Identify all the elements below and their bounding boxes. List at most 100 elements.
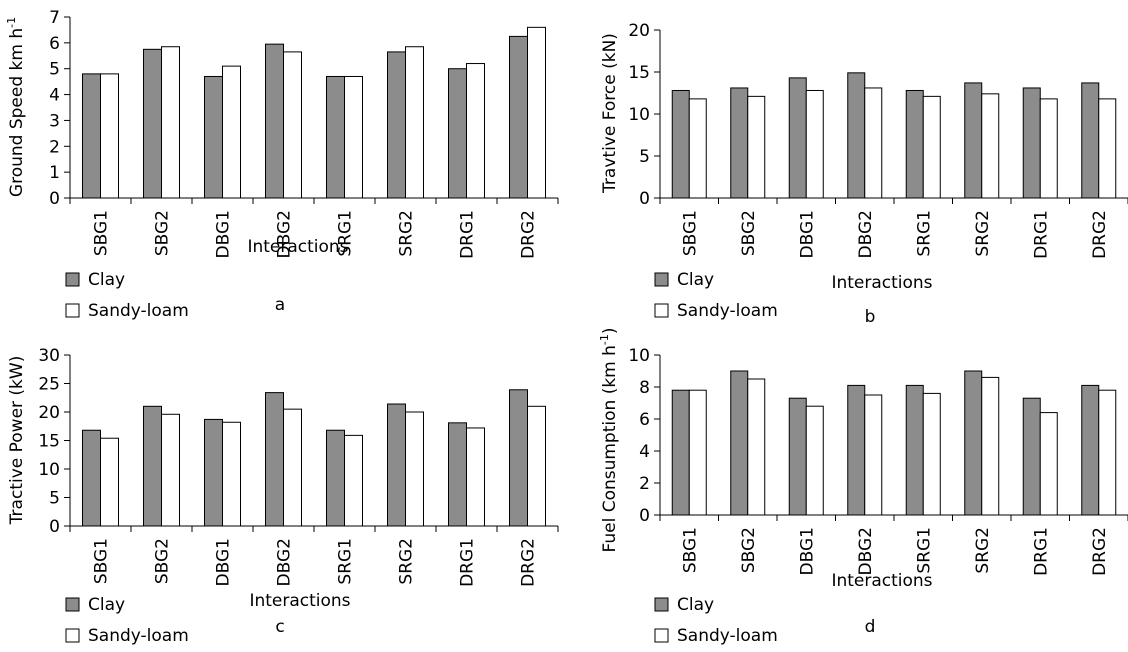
legend-label-sandy-loam: Sandy-loam bbox=[88, 626, 189, 646]
y-tick-label: 5 bbox=[49, 489, 60, 509]
bar-clay bbox=[509, 389, 528, 527]
x-category-label: SBG2 bbox=[739, 527, 759, 573]
x-category-label: DRG1 bbox=[458, 210, 478, 259]
y-tick-label: 5 bbox=[49, 60, 60, 80]
x-category-label: SRG2 bbox=[973, 210, 993, 257]
y-tick-label: 0 bbox=[639, 506, 650, 526]
x-category-label: SRG1 bbox=[336, 538, 356, 585]
chart-panel-c: 0 5 10 15 20 25 30 SBG1 SBG2 DBG1 DBG2 SRG1 SRG2 DRG1… bbox=[7, 346, 559, 646]
x-category-label: DBG2 bbox=[856, 527, 876, 575]
x-axis-label: Interactions bbox=[249, 591, 350, 611]
bar-clay bbox=[1022, 397, 1041, 516]
bar-sandy-loam bbox=[283, 408, 302, 527]
y-tick-label: 0 bbox=[49, 189, 60, 209]
bar-sandy-loam bbox=[864, 87, 883, 199]
bar-sandy-loam bbox=[981, 93, 1000, 199]
legend-label-sandy-loam: Sandy-loam bbox=[677, 626, 778, 646]
legend-swatch-sandy-loam bbox=[65, 303, 80, 318]
bar-sandy-loam bbox=[688, 389, 707, 516]
bar-sandy-loam bbox=[100, 437, 119, 527]
bar-clay bbox=[82, 429, 101, 527]
x-category-label: SBG2 bbox=[739, 210, 759, 256]
bar-clay bbox=[326, 75, 345, 199]
x-category-label: SBG1 bbox=[680, 527, 700, 573]
bar-clay bbox=[788, 397, 807, 516]
bar-sandy-loam bbox=[283, 51, 302, 199]
bar-clay bbox=[204, 75, 223, 199]
legend-swatch-clay bbox=[65, 597, 80, 612]
y-tick-label: 15 bbox=[38, 432, 60, 452]
bar-clay bbox=[964, 370, 983, 516]
y-tick-label: 5 bbox=[639, 147, 650, 167]
y-axis-label: Tractive Power (kW) bbox=[7, 356, 27, 526]
x-category-label: DBG2 bbox=[856, 210, 876, 258]
bar-sandy-loam bbox=[1098, 389, 1117, 516]
y-axis-label-superscript: -1 bbox=[5, 17, 18, 28]
y-tick-label: 2 bbox=[639, 474, 650, 494]
bar-sandy-loam bbox=[747, 378, 766, 516]
bar-clay bbox=[448, 68, 467, 199]
legend: Clay Sandy-loam bbox=[65, 270, 189, 321]
y-tick-label: 0 bbox=[639, 189, 650, 209]
x-category-label: DRG2 bbox=[519, 210, 539, 259]
panel-label: c bbox=[275, 617, 284, 637]
bar-sandy-loam bbox=[805, 405, 824, 516]
x-category-label: DBG2 bbox=[275, 210, 295, 258]
y-tick-label: 8 bbox=[639, 378, 650, 398]
y-axis-label-superscript: -1 bbox=[598, 334, 611, 345]
bar-clay bbox=[964, 82, 983, 199]
bar-sandy-loam bbox=[405, 411, 424, 527]
legend-swatch-sandy-loam bbox=[654, 628, 669, 643]
y-tick-label: 0 bbox=[49, 517, 60, 537]
bar-clay bbox=[387, 51, 406, 199]
bar-sandy-loam bbox=[344, 75, 363, 199]
legend-label-sandy-loam: Sandy-loam bbox=[677, 301, 778, 321]
x-category-label: SRG1 bbox=[914, 210, 934, 257]
x-category-label: SBG2 bbox=[153, 210, 173, 256]
legend: Clay Sandy-loam bbox=[65, 595, 189, 646]
bar-clay bbox=[671, 89, 690, 199]
bar-sandy-loam bbox=[805, 89, 824, 199]
bar-sandy-loam bbox=[222, 421, 241, 527]
y-tick-label: 30 bbox=[38, 346, 60, 366]
y-tick-label: 4 bbox=[49, 86, 60, 106]
x-category-label: SRG2 bbox=[973, 527, 993, 574]
y-tick-label: 4 bbox=[639, 442, 650, 462]
x-category-label: DRG2 bbox=[519, 538, 539, 587]
y-axis-label-text: Tractive Power (kW) bbox=[7, 356, 27, 526]
legend-label-clay: Clay bbox=[677, 595, 714, 615]
y-tick-label: 1 bbox=[49, 163, 60, 183]
bar-clay bbox=[265, 43, 284, 199]
chart-panel-a: 0 1 2 3 4 5 6 7 SBG1 SBG2 DBG1 DBG2 SRG1 SRG2 DRG1 DRG2… bbox=[5, 8, 559, 321]
y-tick-label: 2 bbox=[49, 137, 60, 157]
bar-sandy-loam bbox=[864, 394, 883, 516]
bar-clay bbox=[905, 89, 924, 199]
x-category-label: SBG1 bbox=[92, 210, 112, 256]
bar-clay bbox=[1022, 87, 1041, 199]
x-category-label: SBG1 bbox=[680, 210, 700, 256]
x-category-label: DBG1 bbox=[797, 210, 817, 258]
x-category-label: DBG1 bbox=[797, 527, 817, 575]
legend-label-clay: Clay bbox=[88, 270, 125, 290]
x-category-label: DRG1 bbox=[1031, 210, 1051, 259]
legend-label-sandy-loam: Sandy-loam bbox=[88, 301, 189, 321]
bar-clay bbox=[387, 403, 406, 527]
y-axis-label-text: Ground Speed km h bbox=[7, 28, 27, 197]
bar-sandy-loam bbox=[922, 95, 941, 199]
y-tick-label: 20 bbox=[38, 403, 60, 423]
chart-panel-d: 0 2 4 6 8 10 SBG1 SBG2 DBG1 DBG2 SRG1 SRG2 DRG1 DRG2 F… bbox=[598, 327, 1128, 646]
bar-sandy-loam bbox=[161, 46, 180, 199]
bar-sandy-loam bbox=[222, 65, 241, 199]
bar-sandy-loam bbox=[527, 26, 546, 199]
y-tick-label: 6 bbox=[639, 410, 650, 430]
bar-clay bbox=[143, 48, 162, 199]
bar-sandy-loam bbox=[527, 405, 546, 527]
x-category-label: SRG2 bbox=[397, 210, 417, 257]
bar-sandy-loam bbox=[1098, 98, 1117, 199]
bar-sandy-loam bbox=[466, 63, 485, 199]
x-axis-label: Interactions bbox=[247, 237, 348, 257]
y-tick-label: 3 bbox=[49, 111, 60, 131]
y-tick-label: 10 bbox=[628, 346, 650, 366]
x-category-label: SBG2 bbox=[153, 538, 173, 584]
bar-clay bbox=[847, 384, 866, 516]
